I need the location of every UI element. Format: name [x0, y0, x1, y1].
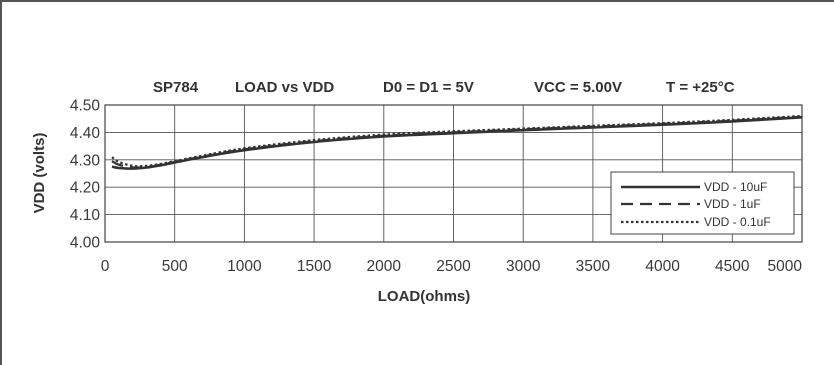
x-tick-label: 2000 [367, 258, 402, 275]
legend-label-01uf: VDD - 0.1uF [704, 215, 771, 229]
title-part-d0d1: D0 = D1 = 5V [383, 79, 474, 96]
title-part-name: LOAD vs VDD [235, 79, 334, 96]
title-part-temp: T = +25°C [666, 79, 735, 96]
series-lines [111, 114, 803, 170]
x-tick-label: 3500 [576, 258, 611, 275]
y-tick-label: 4.30 [70, 152, 101, 169]
y-tick-label: 4.00 [70, 235, 101, 252]
x-tick-label: 4500 [715, 258, 750, 275]
chart-title: SP784 LOAD vs VDD D0 = D1 = 5V VCC = 5.0… [153, 79, 735, 96]
x-tick-label: 5000 [768, 258, 803, 275]
title-part-device: SP784 [153, 79, 199, 96]
series-line-3 [111, 114, 803, 168]
title-part-vcc: VCC = 5.00V [534, 79, 622, 96]
x-tick-label: 1500 [297, 258, 332, 275]
x-tick-label: 1000 [227, 258, 262, 275]
y-axis-label: VDD (volts) [31, 133, 48, 214]
legend-label-1uf: VDD - 1uF [704, 197, 761, 211]
x-axis-label: LOAD(ohms) [378, 288, 471, 305]
y-axis-ticks: 4.00 4.10 4.20 4.30 4.40 4.50 [70, 98, 101, 252]
y-tick-label: 4.10 [70, 207, 101, 224]
y-tick-label: 4.50 [70, 98, 101, 115]
series-line-2 [111, 115, 803, 169]
legend: VDD - 10uF VDD - 1uF VDD - 0.1uF [610, 171, 795, 235]
series-line-1 [111, 116, 803, 170]
x-axis-ticks: 0 500 1000 1500 2000 2500 3000 3500 4000 4500 5000 [101, 258, 803, 275]
x-tick-label: 4000 [645, 258, 680, 275]
x-tick-label: 500 [162, 258, 188, 275]
y-tick-label: 4.20 [70, 180, 101, 197]
x-tick-label: 3000 [506, 258, 541, 275]
y-tick-label: 4.40 [70, 125, 101, 142]
x-tick-label: 2500 [436, 258, 471, 275]
x-tick-label: 0 [101, 258, 110, 275]
plot-area-border [104, 104, 803, 243]
legend-label-10uf: VDD - 10uF [704, 180, 767, 194]
